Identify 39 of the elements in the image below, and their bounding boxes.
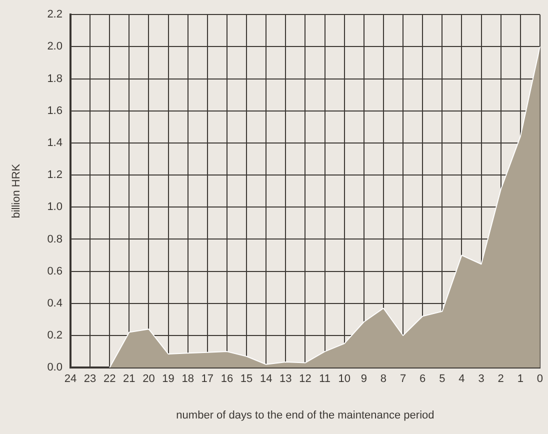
y-tick-label: 1.4 [47, 136, 62, 149]
x-tick-label: 3 [478, 373, 484, 386]
x-tick-label: 21 [123, 373, 136, 386]
y-tick-label: 1.2 [47, 169, 62, 182]
y-tick-label: 0.4 [47, 297, 62, 310]
x-axis-title: number of days to the end of the maintenance period [176, 409, 434, 422]
y-axis-title: billion HRK [10, 163, 23, 218]
x-tick-label: 10 [338, 373, 350, 386]
x-tick-label: 12 [299, 373, 312, 386]
x-tick-label: 6 [420, 373, 426, 386]
y-tick-label: 1.6 [47, 104, 62, 117]
y-tick-label: 2.0 [47, 40, 62, 53]
y-tick-label: 1.0 [47, 201, 62, 214]
y-tick-label: 0.0 [47, 362, 62, 374]
x-tick-label: 0 [536, 373, 544, 386]
x-tick-label: 16 [220, 373, 234, 386]
x-tick-label: 5 [439, 373, 446, 386]
y-tick-label: 1.8 [47, 72, 62, 85]
x-tick-label: 4 [458, 373, 465, 386]
x-tick-label: 24 [64, 373, 77, 386]
y-tick-label: 0.6 [47, 265, 62, 278]
x-tick-label: 19 [162, 373, 174, 386]
x-tick-label: 15 [240, 373, 253, 386]
x-tick-label: 9 [360, 373, 367, 386]
x-tick-label: 22 [103, 373, 116, 386]
y-tick-label: 2.2 [47, 8, 62, 21]
y-tick-label: 0.2 [47, 330, 62, 342]
x-tick-label: 2 [498, 373, 504, 386]
y-tick-label: 0.8 [47, 233, 62, 246]
x-tick-label: 17 [201, 373, 214, 386]
x-tick-label: 20 [142, 373, 155, 386]
x-tick-label: 7 [400, 373, 406, 386]
x-tick-label: 11 [319, 373, 330, 386]
x-tick-label: 8 [380, 373, 387, 386]
x-tick-label: 23 [84, 373, 96, 386]
x-tick-label: 13 [280, 373, 292, 386]
x-tick-label: 1 [517, 373, 524, 386]
x-tick-label: 14 [260, 373, 272, 386]
x-tick-label: 18 [182, 373, 194, 386]
